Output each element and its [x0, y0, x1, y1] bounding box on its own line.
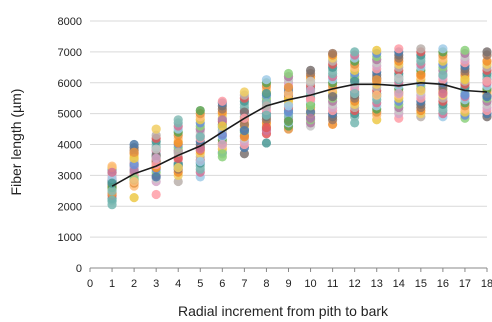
data-point: [151, 189, 161, 200]
data-point: [416, 44, 426, 54]
data-point: [173, 115, 183, 125]
data-point: [283, 116, 294, 126]
y-axis-ticks: 0 1000 2000 3000 4000 5000 6000 7000 8000: [58, 16, 82, 275]
data-point: [129, 147, 139, 157]
data-point: [151, 124, 161, 134]
x-tick-label: 1: [109, 278, 115, 290]
x-tick-label: 6: [219, 278, 225, 290]
x-tick-label: 2: [131, 278, 137, 290]
x-axis-label: Radial increment from pith to bark: [178, 303, 389, 319]
y-tick-label: 5000: [58, 109, 82, 121]
y-tick-label: 6000: [58, 78, 82, 90]
data-point: [107, 186, 117, 196]
data-point: [239, 126, 249, 136]
data-point: [195, 156, 205, 167]
y-tick-label: 8000: [58, 16, 82, 28]
x-tick-label: 11: [327, 278, 338, 290]
data-point: [195, 105, 205, 116]
data-point: [438, 44, 448, 54]
data-point: [261, 122, 272, 133]
x-axis-ticks: 0 1 2 3 4 5 6 7 8 9 10 11 12 13 14 15 16 17 18: [87, 268, 492, 290]
x-tick-label: 3: [153, 278, 159, 290]
y-tick-label: 0: [76, 263, 82, 275]
data-point: [195, 132, 205, 142]
data-point: [482, 47, 492, 57]
data-point: [261, 138, 272, 148]
x-tick-label: 18: [481, 278, 492, 290]
data-point: [372, 75, 382, 85]
data-point: [350, 47, 360, 57]
data-point: [217, 96, 227, 106]
data-point: [372, 45, 382, 55]
data-point: [283, 68, 294, 79]
data-point: [394, 44, 404, 54]
x-tick-label: 0: [87, 278, 93, 290]
data-point: [305, 76, 316, 86]
data-point: [305, 113, 316, 123]
data-point: [394, 73, 404, 83]
y-tick-label: 3000: [58, 170, 82, 182]
data-point: [416, 85, 426, 96]
data-point: [305, 101, 316, 111]
x-tick-label: 16: [437, 278, 449, 290]
data-point: [107, 195, 117, 205]
scatter-points: [107, 44, 492, 210]
data-point: [107, 167, 117, 177]
data-point: [173, 138, 183, 148]
data-point: [283, 82, 294, 92]
y-tick-label: 1000: [58, 232, 82, 244]
data-point: [151, 153, 161, 163]
data-point: [305, 65, 316, 75]
x-tick-label: 17: [459, 278, 471, 290]
x-tick-label: 8: [263, 278, 269, 290]
x-tick-label: 9: [285, 278, 291, 290]
data-point: [129, 139, 139, 150]
y-tick-label: 7000: [58, 47, 82, 59]
data-point: [460, 45, 470, 55]
data-point: [151, 144, 161, 154]
data-point: [305, 85, 316, 96]
x-tick-label: 5: [197, 278, 203, 290]
data-point: [217, 139, 227, 150]
data-point: [438, 88, 448, 99]
data-point: [372, 90, 382, 100]
trend-line: [111, 81, 488, 187]
data-point: [283, 101, 294, 111]
y-tick-label: 2000: [58, 201, 82, 213]
x-tick-label: 12: [349, 278, 361, 290]
x-tick-label: 10: [304, 278, 316, 290]
data-point: [350, 88, 360, 99]
data-point: [482, 92, 492, 102]
data-point: [129, 176, 139, 187]
x-tick-label: 4: [175, 278, 181, 290]
data-point: [151, 172, 161, 182]
data-point: [460, 90, 470, 100]
data-point: [217, 121, 227, 131]
data-point: [261, 75, 272, 85]
x-tick-label: 14: [393, 278, 405, 290]
data-point: [438, 70, 448, 80]
x-tick-label: 7: [241, 278, 247, 290]
data-point: [416, 70, 426, 80]
data-point: [328, 48, 338, 59]
data-point: [328, 92, 338, 102]
data-point: [261, 110, 272, 120]
data-point: [217, 149, 227, 159]
data-point: [173, 163, 183, 173]
data-point: [239, 87, 249, 97]
data-point: [460, 75, 470, 85]
data-point: [394, 88, 404, 99]
data-point: [107, 178, 117, 188]
data-point: [482, 76, 492, 86]
data-point: [261, 88, 272, 99]
data-point: [129, 193, 139, 203]
y-tick-label: 4000: [58, 140, 82, 152]
x-tick-label: 15: [415, 278, 427, 290]
x-tick-label: 13: [371, 278, 383, 290]
y-axis-label: Fiber length (µm): [8, 89, 24, 196]
